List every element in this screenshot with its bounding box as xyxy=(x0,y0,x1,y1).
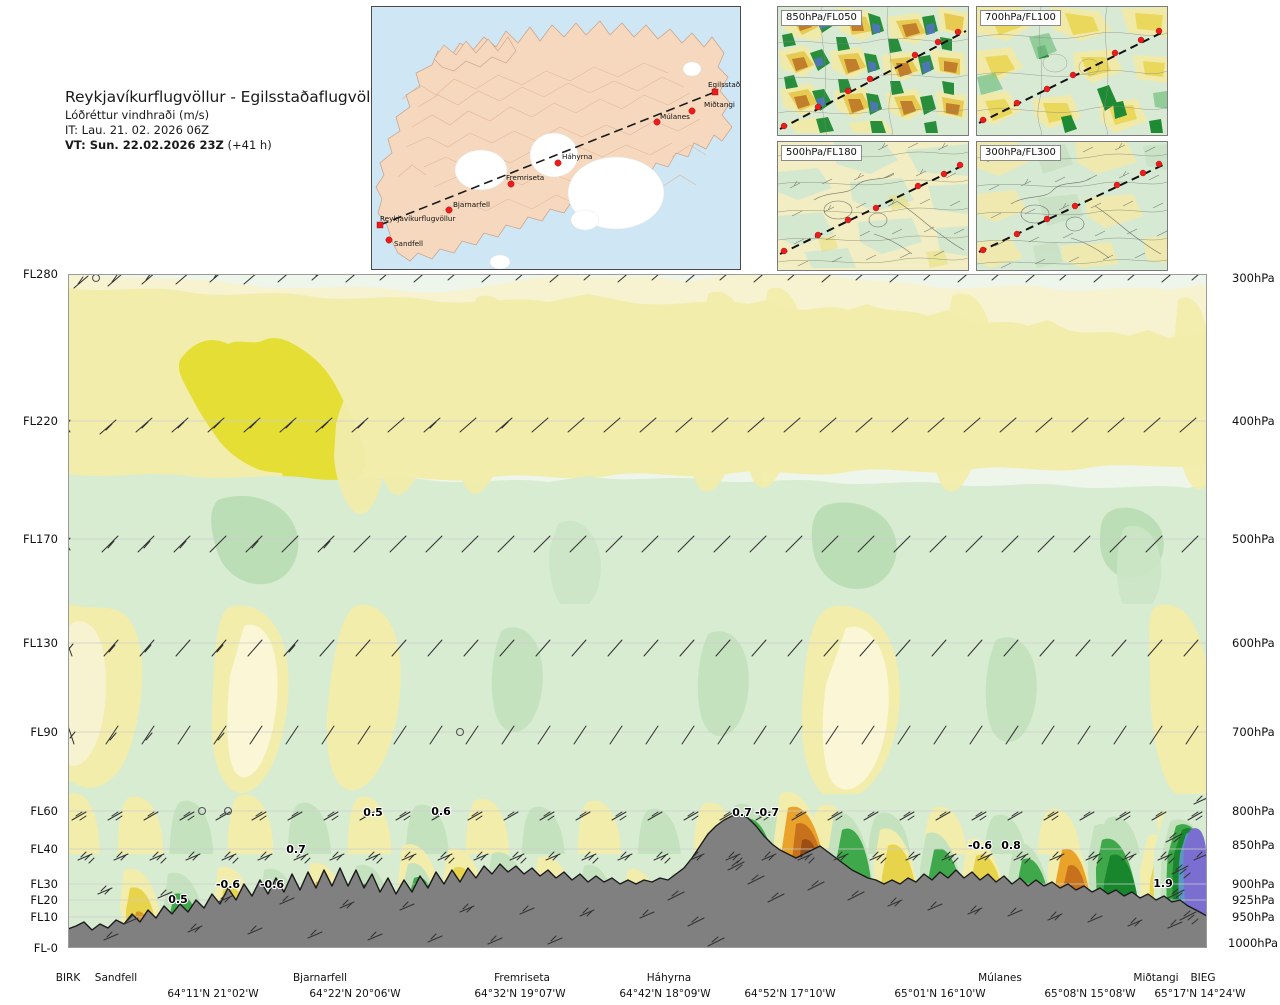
station-name-bieg: BIEG xyxy=(1190,972,1216,984)
y-left-tick-6: FL40 xyxy=(30,842,58,856)
station-name-bjarnarfell: Bjarnarfell xyxy=(292,972,348,984)
station-name-mulanes: Múlanes xyxy=(978,972,1022,984)
station-name-fremriseta: Fremriseta xyxy=(494,972,550,984)
y-right-tick-4: 700hPa xyxy=(1232,725,1275,739)
contour-label-0: 0.5 xyxy=(168,893,188,906)
station-name-sandfell: Sandfell xyxy=(94,972,138,984)
station-coord-6: 65°01'N 16°10'W xyxy=(894,988,986,1000)
contour-label-7: 0.7 xyxy=(732,806,752,819)
y-right-tick-6: 850hPa xyxy=(1232,838,1275,852)
iceland-landmass xyxy=(375,20,733,269)
page-title: Reykjavíkurflugvöllur - Egilsstaðaflugvö… xyxy=(65,88,391,106)
valid-time-bold: VT: Sun. 22.02.2026 23Z xyxy=(65,138,224,152)
contour-fill-upper xyxy=(68,274,1207,694)
station-coord-4: 64°42'N 18°09'W xyxy=(619,988,711,1000)
level-panel-300hpa[interactable]: 300hPa/FL300 xyxy=(976,141,1168,271)
y-left-tick-8: FL20 xyxy=(30,893,58,907)
level-panel-label-500: 500hPa/FL180 xyxy=(781,145,862,161)
contour-label-10: 0.8 xyxy=(1001,839,1021,852)
route-line xyxy=(379,91,716,226)
station-coord-2: 64°22'N 20°06'W xyxy=(309,988,401,1000)
level-panel-300-svg xyxy=(977,142,1167,270)
level-panel-700-svg xyxy=(977,7,1167,135)
contour-label-6: 0.6 xyxy=(431,805,451,818)
map-label-7: Egilsstaðir xyxy=(708,80,740,89)
contour-label-3: -0.6 xyxy=(260,878,284,891)
level-panel-500-svg xyxy=(778,142,968,270)
y-left-tick-5: FL60 xyxy=(30,804,58,818)
station-coord-1: 64°11'N 21°02'W xyxy=(167,988,259,1000)
y-left-tick-10: FL-0 xyxy=(33,941,58,955)
y-left-tick-9: FL10 xyxy=(30,910,58,924)
y-right-tick-7: 900hPa xyxy=(1232,877,1275,891)
route-map-inset[interactable]: Reykjavíkurflugvöllur Sandfell Bjarnarfe… xyxy=(371,6,741,270)
map-label-3: Fremriseta xyxy=(506,173,544,182)
map-label-0: Reykjavíkurflugvöllur xyxy=(380,214,455,223)
level-panel-label-700: 700hPa/FL100 xyxy=(980,10,1061,26)
level-panel-700hpa[interactable]: 700hPa/FL100 xyxy=(976,6,1168,136)
contour-label-4: 0.5 xyxy=(363,806,383,819)
chart-subtitle: Lóðréttur vindhraði (m/s) xyxy=(65,108,210,122)
map-label-2: Bjarnarfell xyxy=(453,200,490,209)
y-left-tick-3: FL130 xyxy=(23,636,58,650)
contour-label-1: -0.6 xyxy=(216,878,240,891)
map-label-4: Háhyrna xyxy=(562,152,592,161)
y-right-tick-3: 600hPa xyxy=(1232,636,1275,650)
station-coord-3: 64°32'N 19°07'W xyxy=(474,988,566,1000)
valid-time-offset: (+41 h) xyxy=(223,138,272,152)
y-left-tick-1: FL220 xyxy=(23,414,58,428)
y-left-tick-7: FL30 xyxy=(30,877,58,891)
level-panel-500hpa[interactable]: 500hPa/FL180 xyxy=(777,141,969,271)
issue-time: IT: Lau. 21. 02. 2026 06Z xyxy=(65,123,210,137)
station-name-midtangi: Miðtangi xyxy=(1133,972,1179,984)
glaciers xyxy=(454,61,702,269)
y-left-tick-2: FL170 xyxy=(23,532,58,546)
y-right-tick-5: 800hPa xyxy=(1232,804,1275,818)
y-right-tick-10: 1000hPa xyxy=(1228,936,1279,950)
cross-section-svg: 0.5 -0.6 -0.6 0.5 0.7 0.6 0.7 -0.7 -0.6 … xyxy=(68,274,1207,948)
y-left-tick-4: FL90 xyxy=(30,725,58,739)
contour-labels: 0.5 -0.6 -0.6 0.5 0.7 0.6 0.7 -0.7 -0.6 … xyxy=(167,804,1174,907)
cross-section-plot[interactable]: 0.5 -0.6 -0.6 0.5 0.7 0.6 0.7 -0.7 -0.6 … xyxy=(68,274,1207,948)
map-label-1: Sandfell xyxy=(394,239,423,248)
map-waypoint-labels: Reykjavíkurflugvöllur Sandfell Bjarnarfe… xyxy=(380,80,740,248)
y-right-tick-8: 925hPa xyxy=(1232,893,1275,907)
y-right-tick-1: 400hPa xyxy=(1232,414,1275,428)
station-coord-8: 65°17'N 14°24'W xyxy=(1154,988,1246,1000)
y-right-tick-0: 300hPa xyxy=(1232,271,1275,285)
contour-label-8: -0.7 xyxy=(755,806,779,819)
route-map-svg: Reykjavíkurflugvöllur Sandfell Bjarnarfe… xyxy=(372,7,740,269)
y-right-tick-2: 500hPa xyxy=(1232,532,1275,546)
station-coord-7: 65°08'N 15°08'W xyxy=(1044,988,1136,1000)
map-label-6: Miðtangi xyxy=(704,100,735,109)
coastline xyxy=(813,173,965,255)
route-waypoints xyxy=(376,88,719,244)
wind-barbs xyxy=(68,274,1207,947)
calm-wind-symbols xyxy=(91,274,465,816)
terrain-profile xyxy=(68,813,1207,948)
map-label-5: Múlanes xyxy=(660,112,690,121)
level-panel-850hpa[interactable]: 850hPa/FL050 xyxy=(777,6,969,136)
station-name-birk: BIRK xyxy=(55,972,81,984)
y-right-tick-9: 950hPa xyxy=(1232,910,1275,924)
coastline xyxy=(1010,177,1162,259)
level-panel-label-300: 300hPa/FL300 xyxy=(980,145,1061,161)
contour-label-11: 1.9 xyxy=(1153,877,1173,890)
contour-label-9: -0.6 xyxy=(968,839,992,852)
contour-label-5: 0.7 xyxy=(286,843,306,856)
y-left-tick-0: FL280 xyxy=(23,267,58,281)
station-name-hahyrna: Háhyrna xyxy=(646,972,692,984)
level-panel-850-svg xyxy=(778,7,968,135)
level-panel-label-850: 850hPa/FL050 xyxy=(781,10,862,26)
station-coord-5: 64°52'N 17°10'W xyxy=(744,988,836,1000)
chart-header: Reykjavíkurflugvöllur - Egilsstaðaflugvö… xyxy=(65,88,391,152)
valid-time: VT: Sun. 22.02.2026 23Z (+41 h) xyxy=(65,138,385,152)
